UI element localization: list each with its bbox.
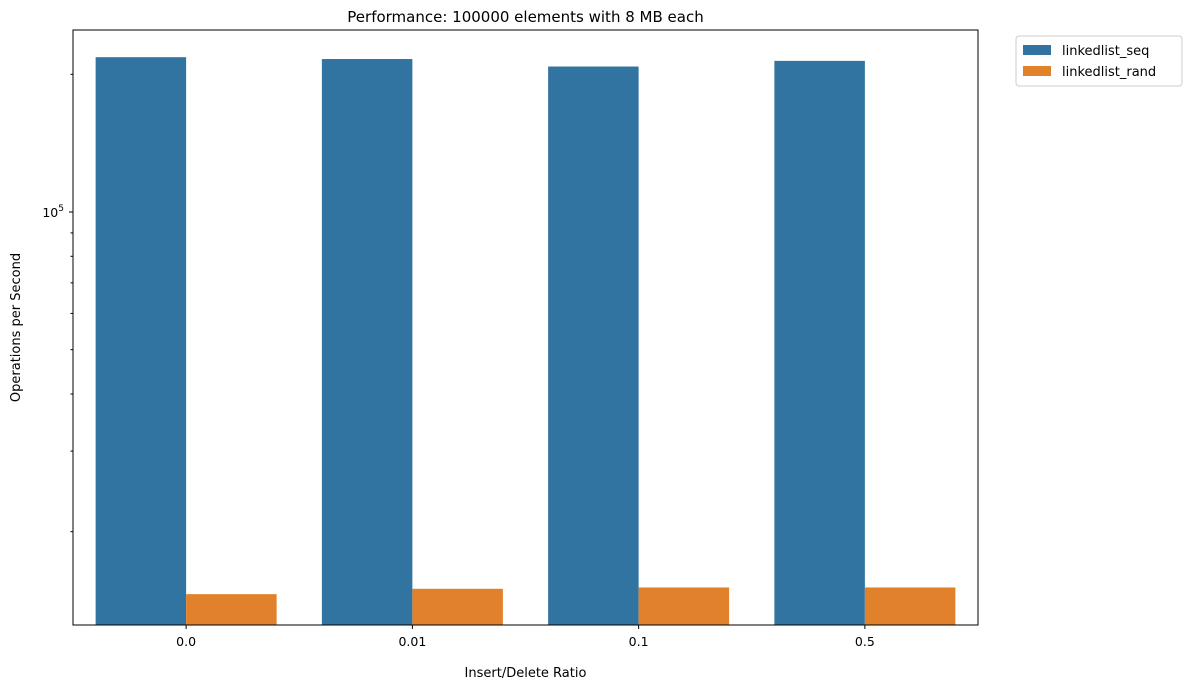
bar-linkedlist-seq-0-0 bbox=[95, 57, 187, 625]
bars-layer bbox=[95, 57, 956, 625]
y-tick-label: 105 bbox=[42, 204, 64, 220]
legend-box bbox=[1015, 35, 1183, 87]
y-tick-label-base: 10 bbox=[42, 205, 58, 220]
plot-frame bbox=[72, 29, 979, 626]
legend: linkedlist_seq linkedlist_rand bbox=[1015, 35, 1183, 87]
x-axis-ticks: 0.0 0.01 0.1 0.5 bbox=[176, 625, 875, 649]
bar-linkedlist-seq-0-1 bbox=[548, 66, 639, 625]
x-tick-label: 0.5 bbox=[855, 634, 875, 649]
bar-linkedlist-rand-0-1 bbox=[638, 587, 730, 625]
y-axis-label: Operations per Second bbox=[9, 253, 24, 402]
bar-linkedlist-rand-0-0 bbox=[186, 594, 277, 625]
y-tick-label-exponent: 5 bbox=[58, 204, 64, 214]
bar-linkedlist-seq-0-5 bbox=[774, 60, 865, 625]
x-tick-label: 0.01 bbox=[398, 634, 426, 649]
chart-title: Performance: 100000 elements with 8 MB e… bbox=[347, 8, 703, 26]
legend-swatch-linkedlist-rand bbox=[1023, 66, 1051, 76]
legend-label-linkedlist-seq: linkedlist_seq bbox=[1062, 44, 1149, 59]
x-tick-label: 0.1 bbox=[629, 634, 649, 649]
y-axis-ticks: 105 bbox=[42, 73, 73, 533]
x-tick-label: 0.0 bbox=[176, 634, 196, 649]
bar-linkedlist-rand-0-01 bbox=[412, 588, 503, 625]
x-axis-label: Insert/Delete Ratio bbox=[465, 666, 587, 681]
bar-linkedlist-rand-0-5 bbox=[864, 587, 956, 625]
legend-swatch-linkedlist-seq bbox=[1023, 45, 1051, 55]
bar-linkedlist-seq-0-01 bbox=[321, 59, 413, 625]
legend-label-linkedlist-rand: linkedlist_rand bbox=[1062, 65, 1156, 80]
